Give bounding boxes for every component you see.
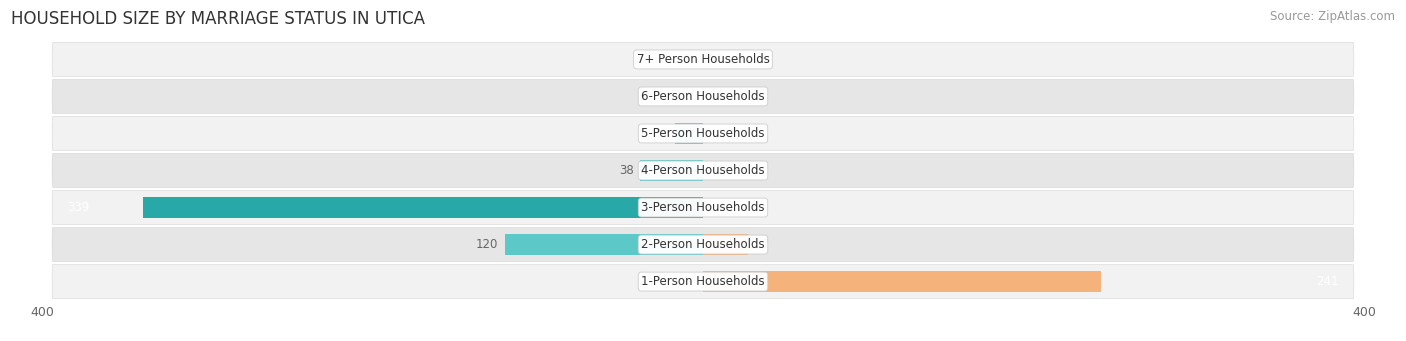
Text: 0: 0: [716, 201, 724, 214]
Text: 0: 0: [682, 53, 690, 66]
Text: 241: 241: [1316, 275, 1339, 288]
Bar: [675, 123, 703, 144]
Text: 0: 0: [716, 127, 724, 140]
Bar: [640, 160, 703, 181]
Bar: [703, 234, 748, 255]
Text: 0: 0: [716, 164, 724, 177]
Text: 4-Person Households: 4-Person Households: [641, 164, 765, 177]
Bar: [143, 197, 703, 218]
Text: 6-Person Households: 6-Person Households: [641, 90, 765, 103]
Text: 0: 0: [716, 90, 724, 103]
Text: 5-Person Households: 5-Person Households: [641, 127, 765, 140]
Bar: [505, 234, 703, 255]
Text: 339: 339: [67, 201, 89, 214]
Text: Source: ZipAtlas.com: Source: ZipAtlas.com: [1270, 10, 1395, 23]
Text: 120: 120: [475, 238, 498, 251]
FancyBboxPatch shape: [52, 79, 1354, 114]
Text: 0: 0: [682, 275, 690, 288]
FancyBboxPatch shape: [52, 227, 1354, 262]
Text: 27: 27: [754, 238, 769, 251]
FancyBboxPatch shape: [52, 42, 1354, 76]
Text: 2-Person Households: 2-Person Households: [641, 238, 765, 251]
Text: HOUSEHOLD SIZE BY MARRIAGE STATUS IN UTICA: HOUSEHOLD SIZE BY MARRIAGE STATUS IN UTI…: [11, 10, 425, 28]
FancyBboxPatch shape: [52, 153, 1354, 188]
Text: 17: 17: [654, 127, 668, 140]
FancyBboxPatch shape: [52, 116, 1354, 150]
Text: 7+ Person Households: 7+ Person Households: [637, 53, 769, 66]
FancyBboxPatch shape: [52, 191, 1354, 225]
Bar: [703, 271, 1101, 292]
Text: 38: 38: [619, 164, 634, 177]
Text: 1-Person Households: 1-Person Households: [641, 275, 765, 288]
Text: 0: 0: [682, 90, 690, 103]
FancyBboxPatch shape: [52, 265, 1354, 299]
Text: 3-Person Households: 3-Person Households: [641, 201, 765, 214]
Text: 0: 0: [716, 53, 724, 66]
